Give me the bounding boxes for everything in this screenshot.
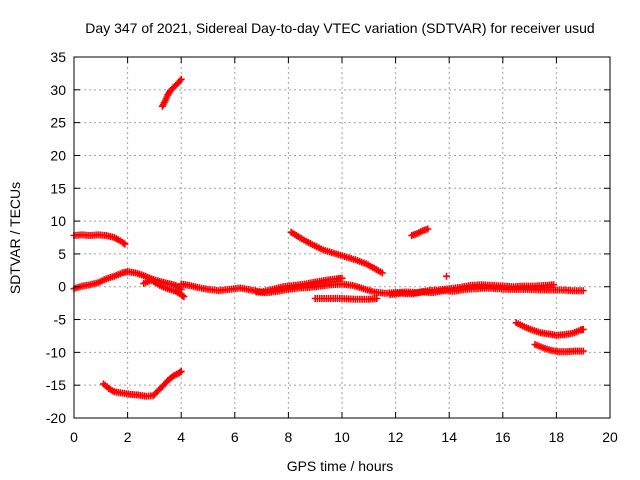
series-points <box>443 272 450 280</box>
x-tick-label: 18 <box>549 429 565 445</box>
x-axis-label: GPS time / hours <box>287 458 394 474</box>
y-tick-label: -20 <box>46 410 66 426</box>
series-arc-12 <box>443 272 450 280</box>
series-arc-13 <box>512 319 587 339</box>
y-tick-label: 30 <box>50 82 66 98</box>
series-arc-4 <box>100 367 185 400</box>
y-axis-label: SDTVAR / TECUs <box>7 182 23 294</box>
y-tick-label: 5 <box>58 246 66 262</box>
series-arc-6 <box>177 274 346 296</box>
x-tick-label: 8 <box>285 429 293 445</box>
series-points <box>408 225 432 239</box>
y-tick-labels: -20 -15 -10 -5 0 5 10 15 20 25 30 35 <box>46 49 66 426</box>
x-tick-label: 16 <box>495 429 511 445</box>
y-tick-label: 10 <box>50 213 66 229</box>
x-tick-label: 0 <box>70 429 78 445</box>
y-tick-label: 35 <box>50 49 66 65</box>
series-arc-9 <box>287 228 386 277</box>
x-tick-label: 2 <box>124 429 132 445</box>
series-points <box>512 319 587 339</box>
series-layer <box>70 75 587 400</box>
series-arc-14 <box>531 341 587 356</box>
series-points <box>158 75 185 110</box>
series-arc-10 <box>386 284 587 299</box>
series-arc-11 <box>408 225 432 239</box>
y-tick-label: -10 <box>46 344 66 360</box>
chart-title: Day 347 of 2021, Sidereal Day-to-day VTE… <box>85 20 594 36</box>
grid <box>74 57 610 418</box>
x-tick-labels: 0 2 4 6 8 10 12 14 16 18 20 <box>70 429 618 445</box>
x-tick-label: 20 <box>602 429 618 445</box>
series-points <box>531 341 587 356</box>
series-arc-1 <box>70 231 129 248</box>
y-tick-label: 25 <box>50 115 66 131</box>
y-tick-label: -5 <box>54 312 67 328</box>
series-arc-8 <box>311 295 381 303</box>
series-points <box>287 228 386 277</box>
series-points <box>100 367 185 400</box>
axis-ticks <box>73 56 611 419</box>
y-tick-label: 15 <box>50 180 66 196</box>
y-tick-label: 0 <box>58 279 66 295</box>
series-arc-5 <box>158 75 185 110</box>
series-points <box>386 284 587 299</box>
x-tick-label: 14 <box>441 429 457 445</box>
x-tick-label: 6 <box>231 429 239 445</box>
series-points <box>70 231 129 248</box>
y-tick-label: 20 <box>50 147 66 163</box>
x-tick-label: 4 <box>177 429 185 445</box>
series-points <box>177 274 346 296</box>
x-tick-label: 12 <box>388 429 404 445</box>
series-points <box>140 276 188 301</box>
y-tick-label: -15 <box>46 377 66 393</box>
series-arc-3 <box>140 276 188 301</box>
x-tick-label: 10 <box>334 429 350 445</box>
series-points <box>311 295 381 303</box>
